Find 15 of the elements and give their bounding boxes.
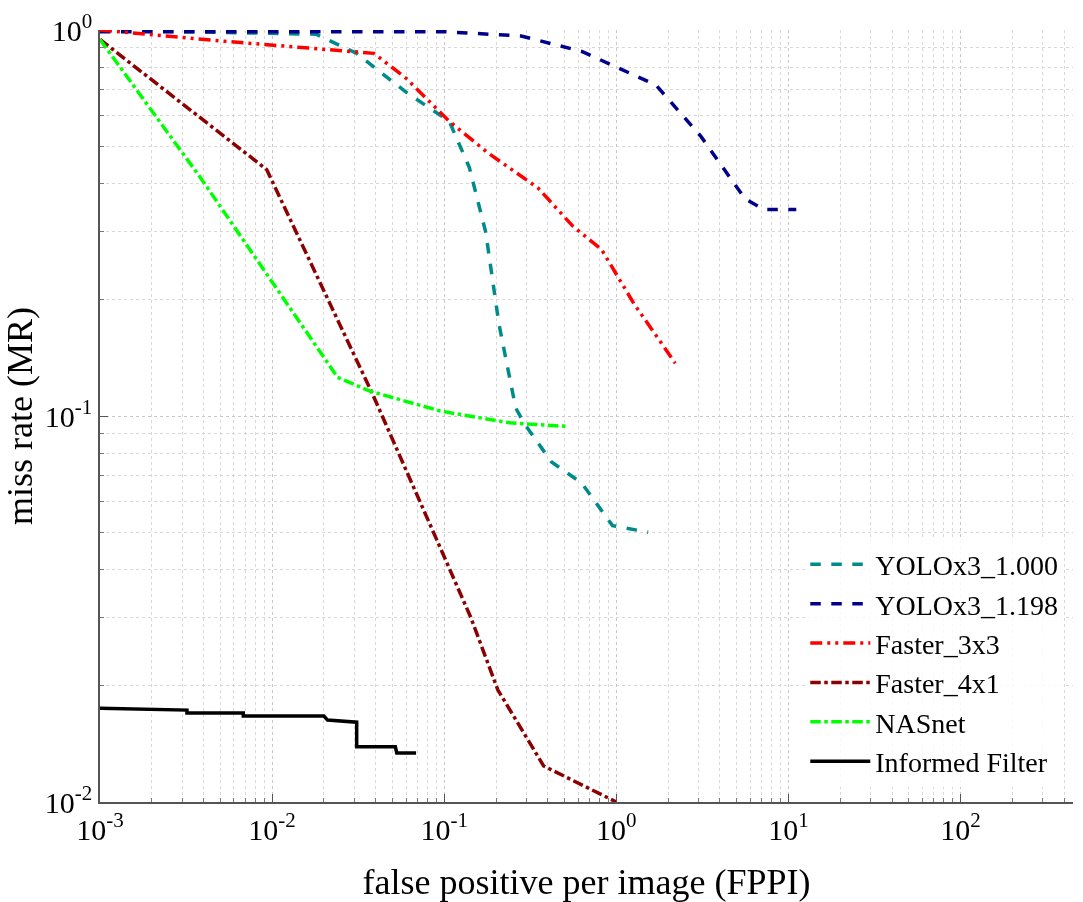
x-tick-label: 10$^{0}$ [596,808,637,846]
x-tick-label: 10$^{-1}$ [420,808,468,846]
x-tick-label: 10$^{1}$ [768,808,809,846]
legend-label: YOLOx3_1.000 [875,550,1059,582]
legend-label: Informed Filter [875,747,1048,779]
x-axis-title: false positive per image (FPPI) [362,862,811,902]
legend-label: NASnet [875,707,966,739]
x-tick-label: 10$^{-2}$ [248,808,296,846]
x-tick-label: 10$^{2}$ [940,808,981,846]
legend-label: Faster_4x1 [875,668,1000,700]
y-tick-label: 10$^{0}$ [51,8,93,47]
legend-label: YOLOx3_1.198 [875,589,1059,621]
y-axis-title: miss rate (MR) [0,307,40,525]
legend-label: Faster_3x3 [875,628,1000,660]
y-tick-label: 10$^{-1}$ [44,394,93,433]
